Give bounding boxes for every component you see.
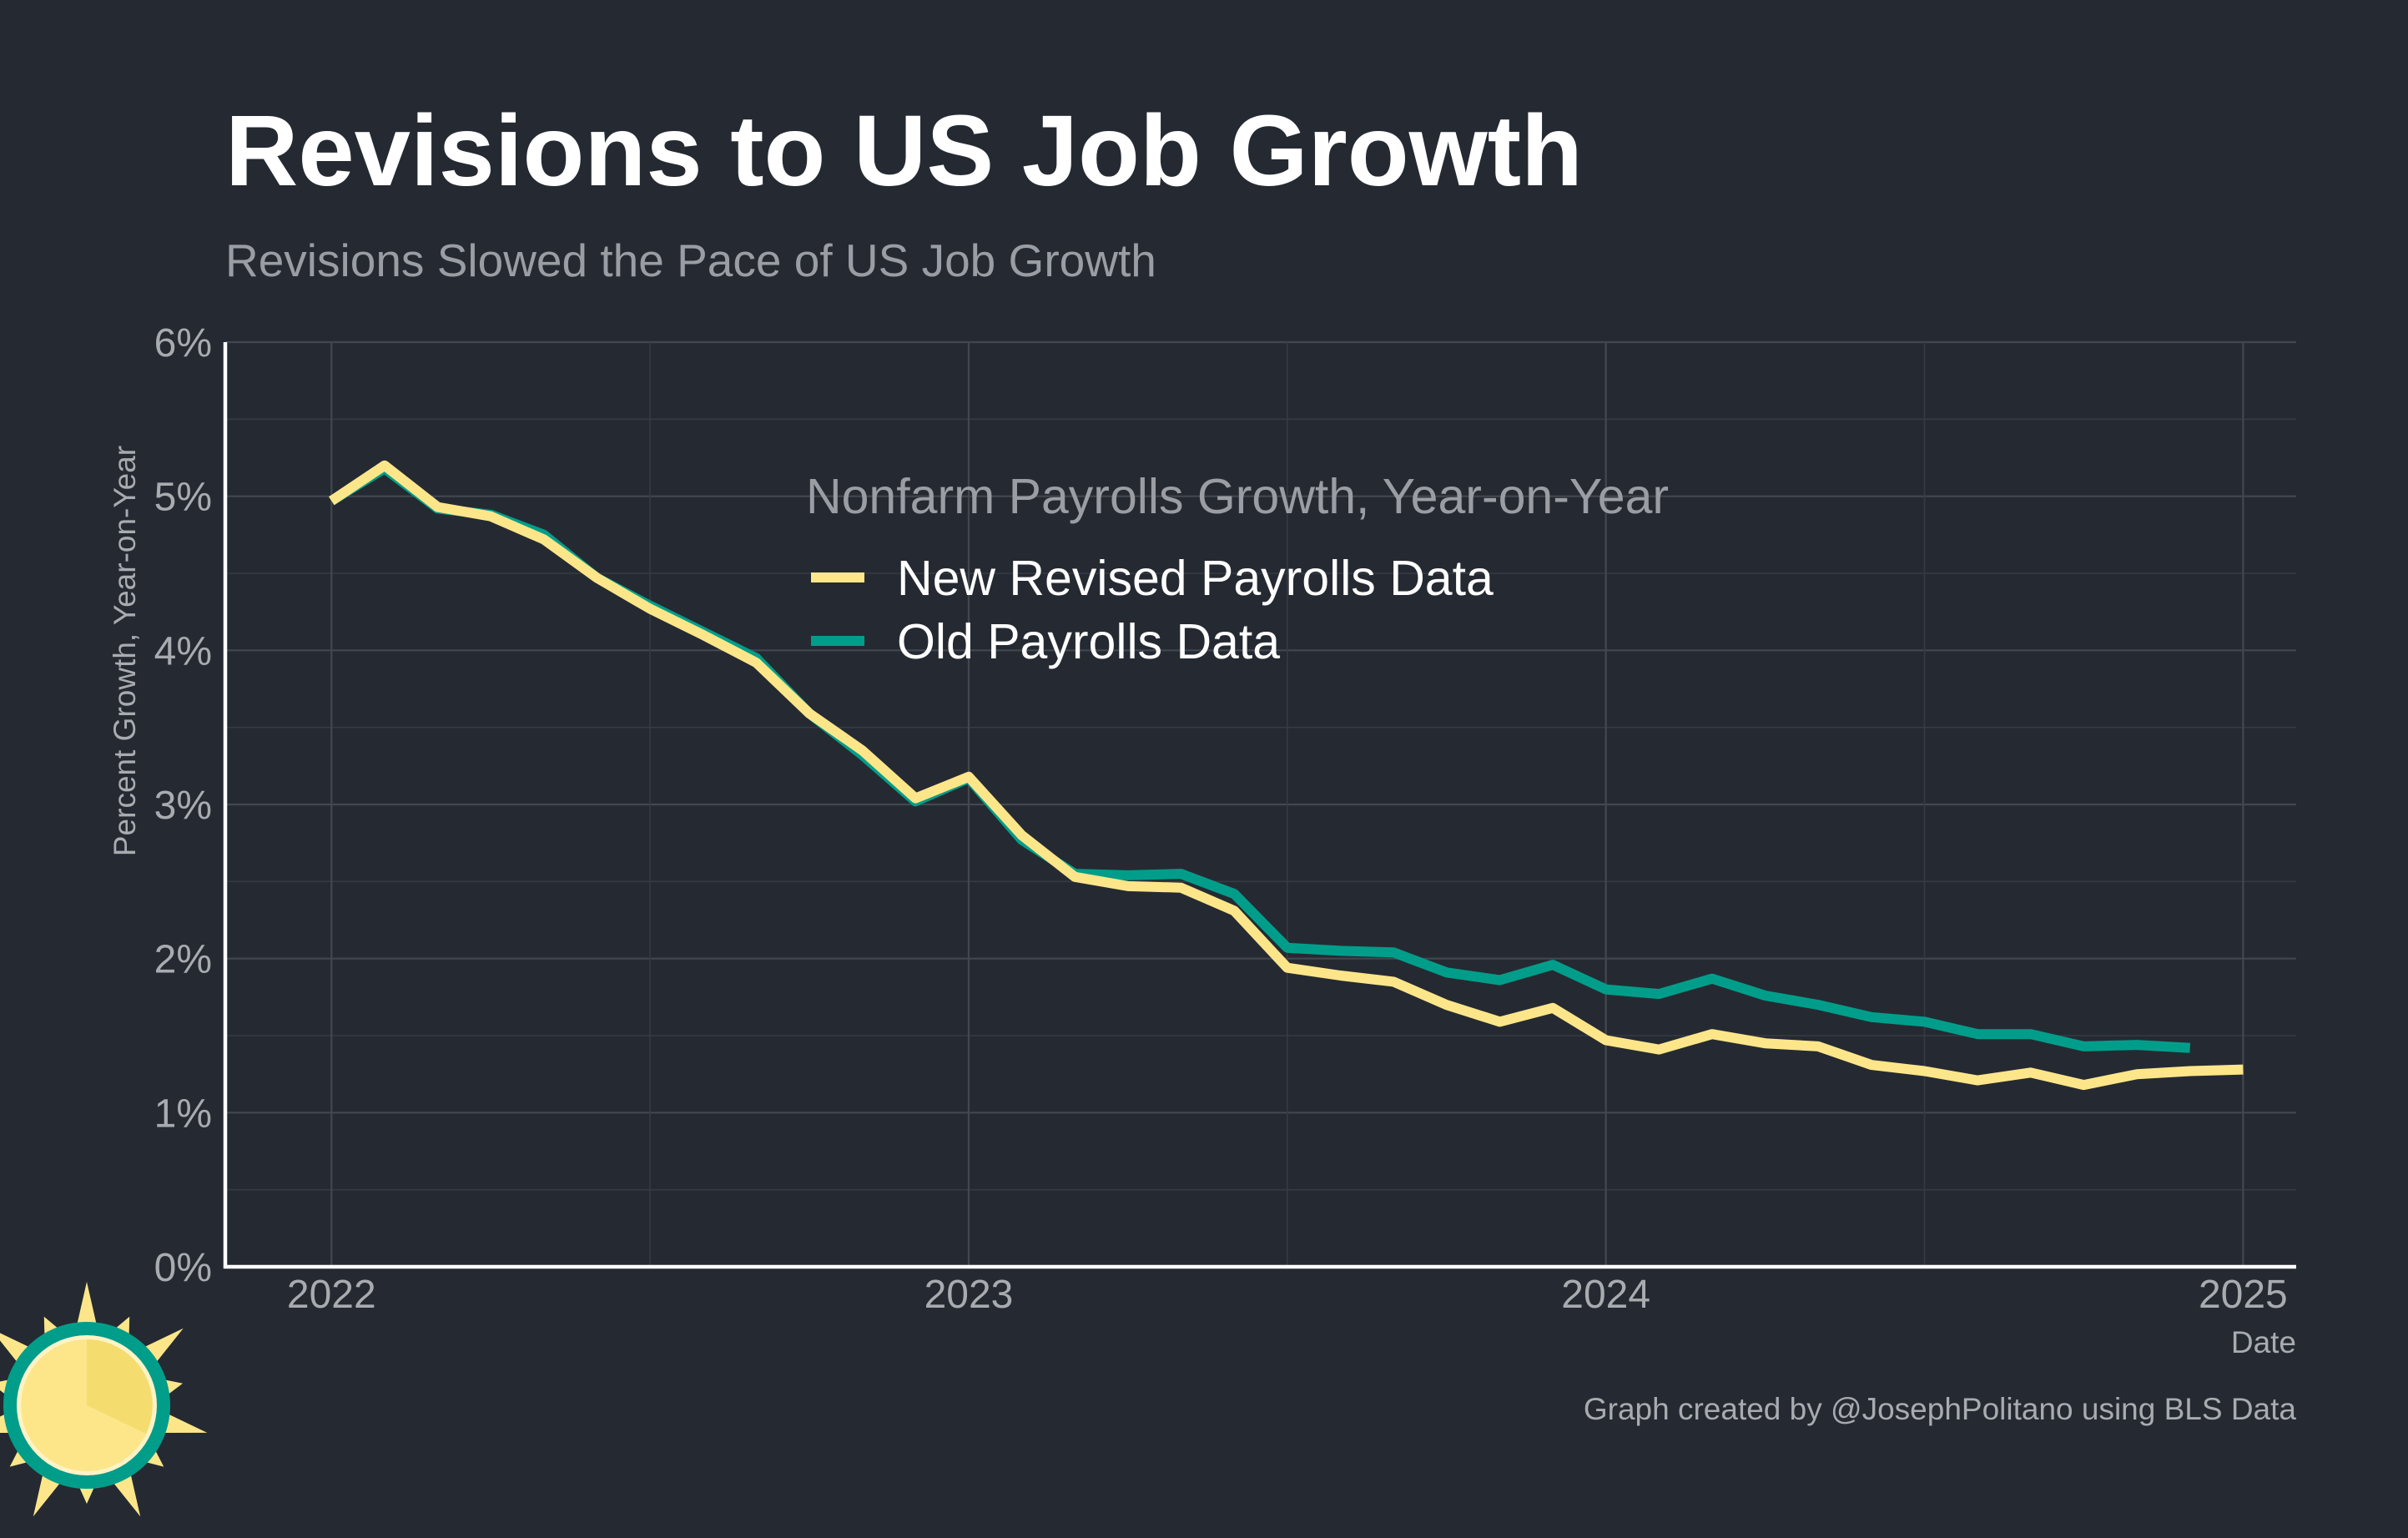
x-tick-label: 2022 <box>287 1273 376 1317</box>
y-tick-label: 5% <box>154 476 212 520</box>
x-tick-label: 2024 <box>1561 1273 1650 1317</box>
y-tick-label: 6% <box>154 321 212 366</box>
y-tick-label: 0% <box>154 1246 212 1290</box>
x-tick-label: 2025 <box>2199 1273 2288 1317</box>
grid <box>225 340 2296 1268</box>
y-tick-label: 4% <box>154 629 212 673</box>
y-tick-label: 1% <box>154 1092 212 1136</box>
series-layer <box>328 460 2244 1091</box>
sun-ray <box>75 1282 98 1334</box>
caption: Graph created by @JosephPolitano using B… <box>1584 1392 2297 1426</box>
chart-subtitle: Revisions Slowed the Pace of US Job Grow… <box>225 234 1156 286</box>
series-line-new <box>328 460 2244 1091</box>
legend-label-old: Old Payrolls Data <box>897 614 1280 669</box>
legend: Nonfarm Payrolls Growth, Year-on-Year Ne… <box>806 469 1669 669</box>
sun-icon <box>0 1282 208 1517</box>
legend-title: Nonfarm Payrolls Growth, Year-on-Year <box>806 469 1669 524</box>
y-axis-title: Percent Growth, Year-on-Year <box>108 446 142 856</box>
y-tick-label: 2% <box>154 938 212 982</box>
x-tick-label: 2023 <box>924 1273 1014 1317</box>
x-tick-labels: 2022 2023 2024 2025 <box>287 1273 2288 1317</box>
chart-title: Revisions to US Job Growth <box>225 93 1583 207</box>
y-tick-label: 3% <box>154 784 212 828</box>
legend-label-new: New Revised Payrolls Data <box>897 551 1494 606</box>
x-axis-title: Date <box>2231 1325 2296 1359</box>
y-tick-labels: 0% 1% 2% 3% 4% 5% 6% <box>154 321 212 1290</box>
